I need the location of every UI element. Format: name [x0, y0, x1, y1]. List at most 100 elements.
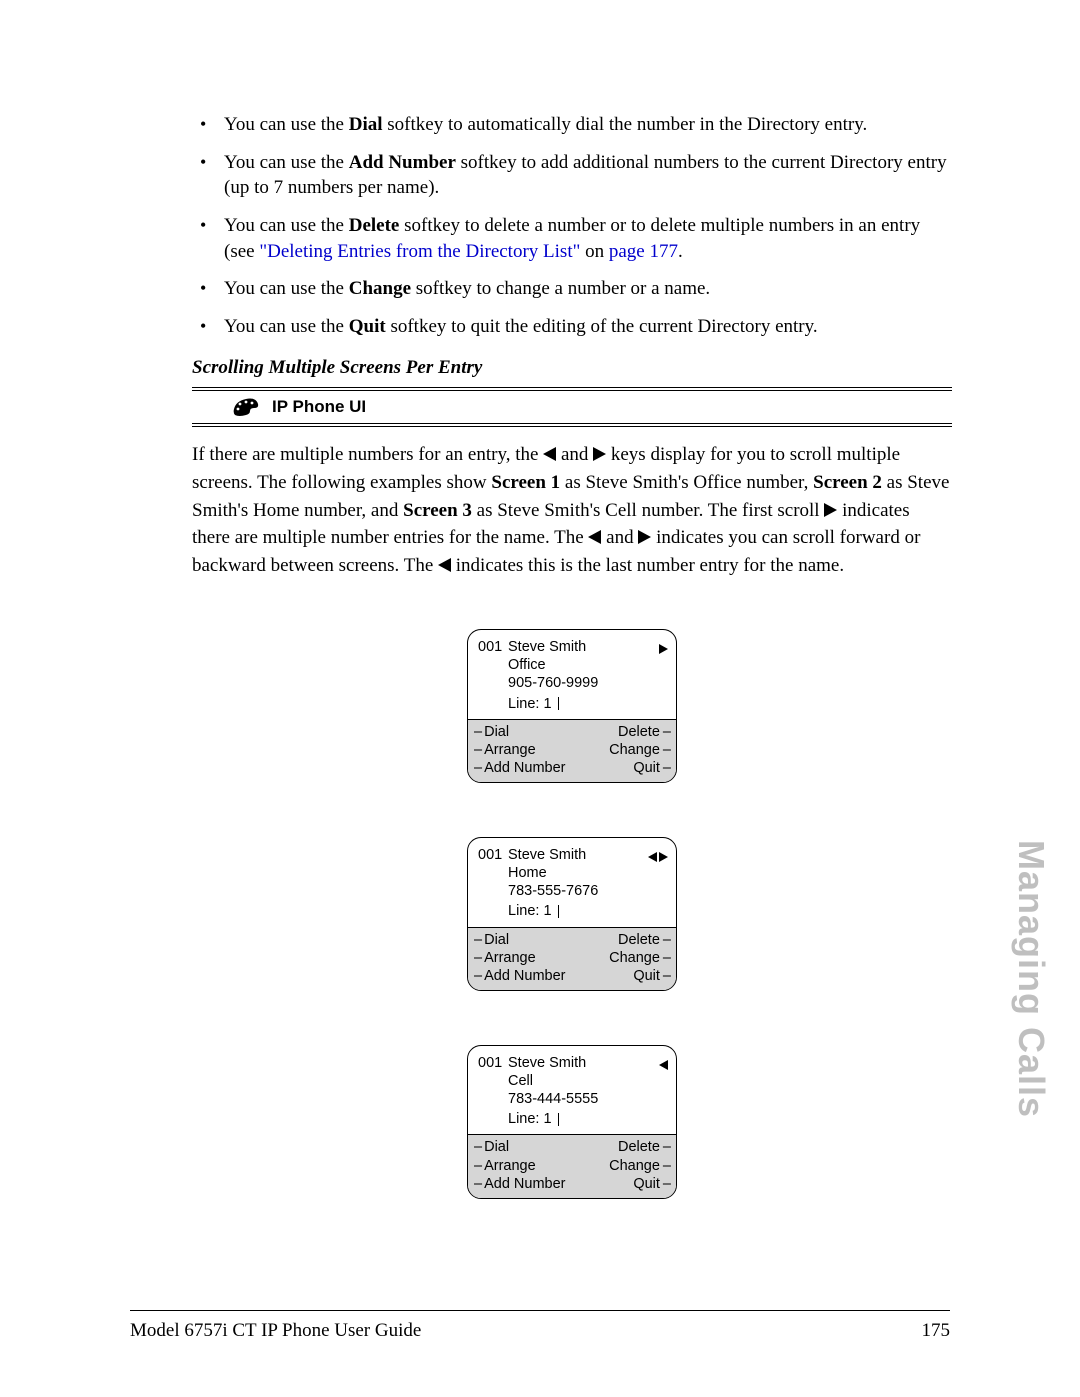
scroll-right-icon[interactable] — [659, 852, 668, 862]
cursor-icon — [558, 697, 560, 710]
softkeys-left: DialArrangeAdd Number — [474, 931, 566, 985]
entry-name: Steve Smith — [508, 638, 668, 656]
softkey-change[interactable]: Change — [609, 949, 670, 967]
bullet-item: You can use the Quit softkey to quit the… — [192, 314, 952, 340]
text: . — [678, 241, 683, 262]
line-value: Line: 1 — [508, 695, 552, 713]
screen-ref: Screen 1 — [491, 472, 560, 493]
entry-label: Home — [508, 864, 668, 882]
line-row: Line: 1 — [478, 1108, 668, 1130]
entry-details: Steve SmithHome783-555-7676 — [508, 846, 668, 900]
subheading: Scrolling Multiple Screens Per Entry — [192, 357, 952, 379]
entry-number: 783-555-7676 — [508, 882, 668, 900]
footer-rule — [130, 1310, 950, 1311]
section-header-bar: IP Phone UI — [192, 387, 952, 427]
phone-screens-group: 001Steve SmithOffice905-760-9999Line: 1D… — [192, 629, 952, 1199]
entry-label: Cell — [508, 1072, 668, 1090]
scroll-left-icon[interactable] — [648, 852, 657, 862]
entry-index: 001 — [478, 1054, 508, 1108]
softkeys-right: DeleteChangeQuit — [609, 723, 670, 777]
screen-ref: Screen 3 — [403, 500, 472, 521]
text: indicates this is the last number entry … — [451, 555, 844, 576]
entry-number: 905-760-9999 — [508, 674, 668, 692]
entry-name: Steve Smith — [508, 846, 668, 864]
scroll-right-icon[interactable] — [659, 644, 668, 654]
cursor-icon — [558, 905, 560, 918]
bullet-item: You can use the Change softkey to change… — [192, 276, 952, 302]
bullet-list: You can use the Dial softkey to automati… — [192, 112, 952, 339]
page-number: 175 — [922, 1320, 951, 1342]
entry-number: 783-444-5555 — [508, 1090, 668, 1108]
softkeys-left: DialArrangeAdd Number — [474, 723, 566, 777]
text: and — [601, 527, 638, 548]
softkey-change[interactable]: Change — [609, 741, 670, 759]
text: softkey to change a number or a name. — [411, 278, 710, 299]
softkey-quit[interactable]: Quit — [609, 1175, 670, 1193]
page-content: You can use the Dial softkey to automati… — [192, 112, 952, 1199]
entry-details: Steve SmithOffice905-760-9999 — [508, 638, 668, 692]
scroll-arrows — [659, 644, 668, 654]
softkey-name: Dial — [349, 114, 383, 135]
cross-ref-link[interactable]: "Deleting Entries from the Directory Lis… — [259, 241, 580, 262]
scroll-arrows — [648, 852, 668, 862]
phone-screen-body: 001Steve SmithOffice905-760-9999Line: 1 — [468, 630, 676, 719]
right-arrow-icon — [638, 530, 651, 544]
softkey-change[interactable]: Change — [609, 1157, 670, 1175]
text: as Steve Smith's Cell number. The first … — [472, 500, 824, 521]
phone-screen: 001Steve SmithHome783-555-7676 Line: 1 Dia… — [467, 837, 677, 991]
softkey-bar: DialArrangeAdd Number DeleteChangeQuit — [468, 719, 676, 782]
phone-screen-body: 001Steve SmithHome783-555-7676 Line: 1 — [468, 838, 676, 927]
left-arrow-icon — [588, 530, 601, 544]
softkey-quit[interactable]: Quit — [609, 759, 670, 777]
softkey-arrange[interactable]: Arrange — [474, 741, 566, 759]
body-paragraph: If there are multiple numbers for an ent… — [192, 441, 952, 579]
line-value: Line: 1 — [508, 902, 552, 920]
page-link[interactable]: page 177 — [609, 241, 678, 262]
softkey-add-number[interactable]: Add Number — [474, 967, 566, 985]
text: You can use the — [224, 152, 349, 173]
softkey-add-number[interactable]: Add Number — [474, 759, 566, 777]
softkeys-left: DialArrangeAdd Number — [474, 1138, 566, 1192]
softkey-delete[interactable]: Delete — [609, 931, 670, 949]
softkey-delete[interactable]: Delete — [609, 1138, 670, 1156]
softkeys-right: DeleteChangeQuit — [609, 931, 670, 985]
text: softkey to automatically dial the number… — [383, 114, 868, 135]
left-arrow-icon — [438, 558, 451, 572]
text: You can use the — [224, 114, 349, 135]
softkey-quit[interactable]: Quit — [609, 967, 670, 985]
cursor-icon — [558, 1113, 560, 1126]
left-arrow-icon — [543, 447, 556, 461]
text: on — [580, 241, 609, 262]
softkey-arrange[interactable]: Arrange — [474, 1157, 566, 1175]
softkey-arrange[interactable]: Arrange — [474, 949, 566, 967]
text: You can use the — [224, 316, 349, 337]
text: as Steve Smith's Office number, — [560, 472, 813, 493]
scroll-left-icon[interactable] — [659, 1060, 668, 1070]
entry-label: Office — [508, 656, 668, 674]
text: and — [556, 444, 593, 465]
text: You can use the — [224, 278, 349, 299]
text: You can use the — [224, 215, 349, 236]
phone-screen: 001Steve SmithCell783-444-5555Line: 1Dia… — [467, 1045, 677, 1199]
softkey-name: Change — [349, 278, 411, 299]
bullet-item: You can use the Delete softkey to delete… — [192, 213, 952, 264]
line-row: Line: 1 — [478, 900, 668, 922]
phone-ui-icon — [232, 397, 260, 417]
softkey-dial[interactable]: Dial — [474, 931, 566, 949]
softkey-bar: DialArrangeAdd Number DeleteChangeQuit — [468, 1134, 676, 1197]
softkey-add-number[interactable]: Add Number — [474, 1175, 566, 1193]
right-arrow-icon — [824, 503, 837, 517]
softkey-bar: DialArrangeAdd Number DeleteChangeQuit — [468, 927, 676, 990]
softkey-dial[interactable]: Dial — [474, 1138, 566, 1156]
text: If there are multiple numbers for an ent… — [192, 444, 543, 465]
bullet-item: You can use the Add Number softkey to ad… — [192, 150, 952, 201]
softkeys-right: DeleteChangeQuit — [609, 1138, 670, 1192]
softkey-dial[interactable]: Dial — [474, 723, 566, 741]
softkey-name: Quit — [349, 316, 386, 337]
right-arrow-icon — [593, 447, 606, 461]
scroll-arrows — [659, 1060, 668, 1070]
softkey-delete[interactable]: Delete — [609, 723, 670, 741]
section-label: IP Phone UI — [272, 397, 366, 417]
entry-index: 001 — [478, 846, 508, 900]
bullet-item: You can use the Dial softkey to automati… — [192, 112, 952, 138]
